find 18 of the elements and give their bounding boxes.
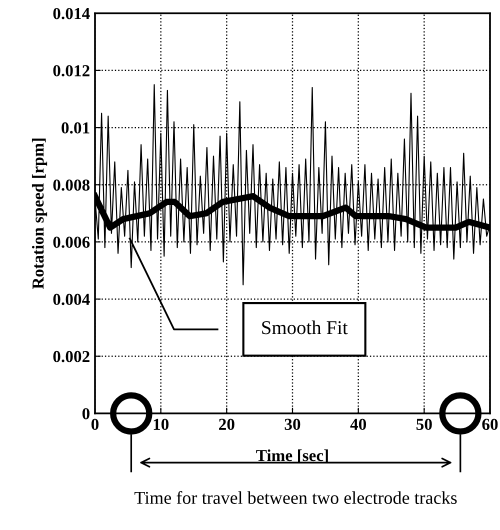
x-tick-label: 30 bbox=[284, 418, 300, 430]
annotation: Smooth Fit bbox=[262, 320, 348, 334]
x-tick-label: 10 bbox=[154, 418, 169, 430]
y-tick-label: 0.004 bbox=[53, 294, 90, 306]
y-tick-label: 0 bbox=[82, 408, 90, 420]
y-tick-label: 0.014 bbox=[53, 8, 90, 20]
x-tick-label: 40 bbox=[350, 418, 366, 430]
x-tick-label: 0 bbox=[91, 418, 99, 430]
x-tick-label: 60 bbox=[482, 418, 498, 430]
y-tick-label: 0.012 bbox=[53, 65, 90, 76]
y-axis-title: Rotation speed [rpm] bbox=[32, 138, 48, 289]
text: Time for travel between two electrode tracks bbox=[134, 491, 457, 504]
y-tick-label: 0.01 bbox=[62, 122, 90, 134]
x-tick-label: 20 bbox=[219, 418, 234, 430]
y-tick-label: 0.008 bbox=[53, 179, 90, 191]
x-tick-label: 50 bbox=[416, 418, 432, 430]
y-tick-label: 0.006 bbox=[53, 236, 90, 248]
y-tick-label: 0.002 bbox=[53, 350, 90, 362]
